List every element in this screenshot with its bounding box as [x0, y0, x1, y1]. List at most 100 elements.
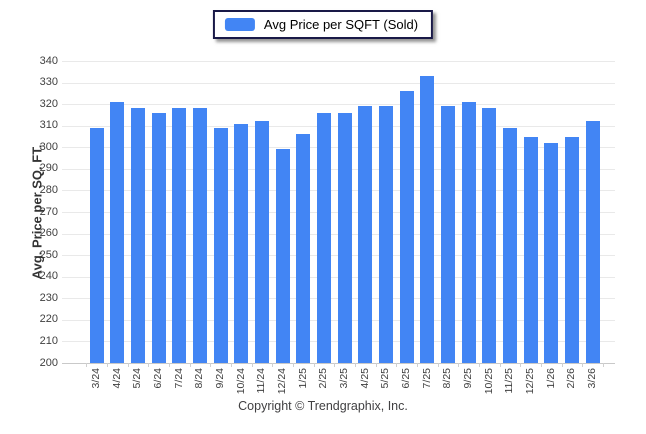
x-tick [272, 363, 274, 367]
y-tick-label: 290 [39, 162, 58, 175]
x-tick [602, 363, 604, 367]
x-tick [86, 363, 88, 367]
x-tick [437, 363, 439, 367]
x-tick-label: 2/25 [317, 368, 330, 389]
bar[interactable] [544, 142, 559, 363]
x-tick-label: 4/25 [358, 368, 371, 389]
y-tick-label: 310 [39, 119, 58, 132]
bar[interactable] [564, 136, 579, 363]
bar[interactable] [502, 127, 517, 363]
bar[interactable] [420, 76, 435, 363]
x-tick-label: 1/25 [296, 368, 309, 389]
x-tick-label: 4/24 [110, 368, 123, 389]
x-tick [292, 363, 294, 367]
x-tick [127, 363, 129, 367]
x-tick-label: 9/25 [462, 368, 475, 389]
y-tick-label: 240 [39, 270, 58, 283]
bar[interactable] [89, 127, 104, 363]
bar[interactable] [296, 134, 311, 363]
x-tick [148, 363, 150, 367]
bar[interactable] [234, 123, 249, 363]
x-tick-label: 1/26 [544, 368, 557, 389]
y-tick-label: 330 [39, 76, 58, 89]
x-tick [334, 363, 336, 367]
x-tick [106, 363, 108, 367]
bar[interactable] [254, 121, 269, 363]
legend-swatch-icon [224, 18, 255, 31]
x-tick-label: 8/24 [193, 368, 206, 389]
bar[interactable] [172, 108, 187, 363]
bar[interactable] [358, 106, 373, 363]
x-tick [375, 363, 377, 367]
y-tick-label: 200 [39, 356, 58, 369]
x-tick [251, 363, 253, 367]
x-tick-label: 3/26 [586, 368, 599, 389]
y-tick-label: 230 [39, 291, 58, 304]
x-tick [313, 363, 315, 367]
x-tick-label: 5/24 [131, 368, 144, 389]
x-tick-label: 10/24 [234, 368, 247, 395]
x-tick [230, 363, 232, 367]
legend-item[interactable]: Avg Price per SQFT (Sold) [212, 10, 434, 39]
x-tick-label: 11/24 [255, 368, 268, 394]
gridline [62, 61, 615, 62]
x-tick [189, 363, 191, 367]
x-tick [458, 363, 460, 367]
y-tick-label: 340 [39, 54, 58, 67]
y-tick-label: 250 [39, 248, 58, 261]
y-tick-label: 320 [39, 97, 58, 110]
bar[interactable] [192, 108, 207, 363]
x-tick [168, 363, 170, 367]
x-tick-label: 6/24 [152, 368, 164, 389]
bar[interactable] [461, 101, 476, 363]
x-tick-label: 12/24 [276, 368, 289, 395]
y-tick-label: 220 [39, 313, 58, 326]
bar[interactable] [316, 112, 331, 363]
bar[interactable] [213, 127, 228, 363]
x-tick-label: 2/26 [565, 368, 578, 389]
bar[interactable] [440, 106, 455, 363]
x-tick [478, 363, 480, 367]
x-tick [416, 363, 418, 367]
x-tick [396, 363, 398, 367]
x-tick-label: 10/25 [482, 368, 495, 395]
x-tick [499, 363, 501, 367]
x-tick-label: 8/25 [441, 368, 454, 389]
bar[interactable] [151, 112, 166, 363]
x-tick-label: 7/24 [172, 368, 185, 389]
y-tick-label: 300 [39, 140, 58, 153]
x-tick-label: 9/24 [214, 368, 227, 389]
x-tick [354, 363, 356, 367]
x-tick-label: 3/24 [90, 368, 102, 389]
bar[interactable] [110, 101, 125, 363]
x-tick [561, 363, 563, 367]
bar[interactable] [275, 149, 290, 363]
x-tick-label: 11/25 [503, 368, 516, 394]
y-tick-label: 270 [39, 205, 58, 218]
y-tick-label: 210 [39, 334, 58, 347]
bar[interactable] [585, 121, 600, 363]
x-tick-label: 7/25 [420, 368, 433, 389]
bar[interactable] [523, 136, 538, 363]
bar[interactable] [378, 106, 393, 363]
y-tick-label: 280 [39, 183, 58, 196]
x-tick [210, 363, 212, 367]
y-tick-label: 260 [39, 227, 58, 240]
x-tick [520, 363, 522, 367]
bar[interactable] [337, 112, 352, 363]
x-tick-label: 6/25 [400, 368, 413, 389]
bar[interactable] [130, 108, 145, 363]
x-tick-label: 5/25 [379, 368, 392, 389]
gridline [62, 82, 615, 84]
gridline [62, 104, 615, 106]
bar[interactable] [399, 91, 414, 363]
y-axis-title: Avg. Price per SQ. FT. [29, 144, 45, 280]
legend-label: Avg Price per SQFT (Sold) [263, 17, 419, 32]
x-tick-label: 12/25 [524, 368, 537, 395]
bar[interactable] [482, 108, 497, 363]
x-tick [582, 363, 584, 367]
x-axis-line [62, 363, 615, 364]
x-tick [540, 363, 542, 367]
footer-copyright: Copyright © Trendgraphix, Inc. [238, 399, 408, 413]
